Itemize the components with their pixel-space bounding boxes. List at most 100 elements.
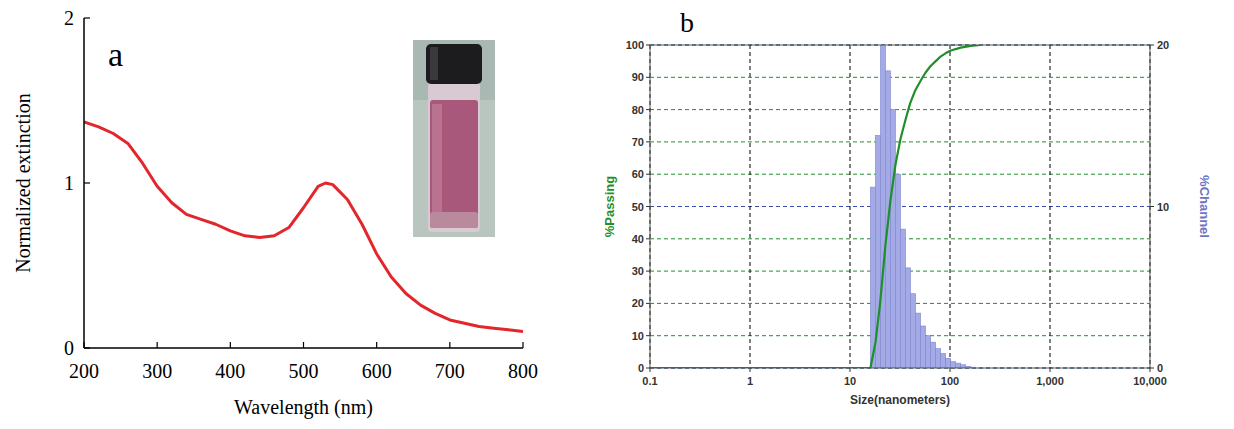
y-tick-label: 100: [626, 39, 644, 51]
histogram-bar: [941, 353, 946, 368]
x-tick-label: 1,000: [1036, 375, 1064, 387]
histogram-bar: [901, 229, 906, 368]
y-tick-label: 80: [632, 104, 644, 116]
y-axis-title: %Passing: [602, 176, 617, 237]
histogram-bar: [906, 268, 911, 368]
vial-glass: [428, 82, 480, 232]
y-tick: [646, 141, 650, 142]
y-tick-label: 0: [64, 337, 74, 359]
x-tick: [850, 368, 851, 372]
y-axis-title: Normalized extinction: [12, 93, 34, 272]
y2-axis-title: %Channel: [1197, 175, 1212, 238]
x-axis-title: Wavelength (nm): [234, 396, 373, 419]
y2-tick: [1150, 368, 1154, 369]
cumulative-line: [650, 45, 980, 368]
histogram-bar: [880, 45, 885, 368]
histogram-bar: [936, 349, 941, 368]
y-grid: [650, 109, 1150, 110]
photo-background: [413, 40, 495, 237]
histogram-bar: [911, 294, 916, 368]
y-tick: [84, 347, 90, 348]
y2-tick-label: 0: [1157, 362, 1163, 374]
y-tick-label: 40: [632, 233, 644, 245]
histogram-bar: [951, 362, 956, 368]
x-tick: [230, 342, 231, 348]
plot-data: [650, 45, 980, 368]
x-tick: [522, 342, 523, 348]
y2-tick-label: 20: [1157, 39, 1169, 51]
y-tick-label: 70: [632, 136, 644, 148]
y-tick: [646, 77, 650, 78]
y-tick: [646, 271, 650, 272]
x-tick: [950, 368, 951, 372]
inset-photo: [413, 40, 495, 237]
histogram-bar: [946, 358, 951, 368]
x-tick: [83, 342, 84, 348]
x-grid: [1050, 45, 1051, 368]
y-tick-label: 10: [632, 330, 644, 342]
y-tick: [646, 45, 650, 46]
histogram-bar: [956, 363, 961, 368]
y-tick: [646, 109, 650, 110]
y2-tick: [1150, 45, 1154, 46]
plot-background: [650, 45, 1150, 368]
vial-liquid: [430, 100, 478, 228]
x-tick-label: 10: [844, 375, 856, 387]
histogram-bar: [921, 326, 926, 368]
x-tick-label: 400: [215, 360, 245, 382]
x-tick-label: 1: [747, 375, 753, 387]
x-tick: [750, 368, 751, 372]
plot-data: [84, 122, 523, 332]
extinction-line: [84, 122, 523, 332]
y-tick: [84, 17, 90, 18]
panel-letter: b: [680, 7, 694, 38]
panel-b: 0.11101001,00010,00001020304050607080901…: [602, 7, 1212, 407]
x-grid: [950, 45, 951, 368]
x-tick: [449, 342, 450, 348]
y-tick-label: 30: [632, 265, 644, 277]
x-tick: [376, 342, 377, 348]
vial-bottom: [430, 212, 478, 228]
x-tick: [1150, 368, 1151, 372]
y-tick: [646, 206, 650, 207]
x-tick: [303, 342, 304, 348]
plot-frame: [650, 45, 1150, 368]
y-tick-label: 90: [632, 71, 644, 83]
y-tick: [646, 368, 650, 369]
x-grid: [750, 45, 751, 368]
y-tick-label: 20: [632, 297, 644, 309]
x-tick: [1050, 368, 1051, 372]
x-tick-label: 800: [508, 360, 538, 382]
y-tick: [84, 182, 90, 183]
y2-tick: [1150, 206, 1154, 207]
x-tick: [157, 342, 158, 348]
x-tick-label: 200: [69, 360, 99, 382]
vial-cap: [426, 44, 482, 84]
y-tick-label: 1: [64, 172, 74, 194]
vial-highlight: [432, 104, 442, 222]
y-tick-label: 50: [632, 201, 644, 213]
figure: 200300400500600700800012Wavelength (nm)N…: [0, 0, 1234, 429]
x-tick-label: 100: [941, 375, 959, 387]
y-tick: [646, 174, 650, 175]
x-tick-label: 700: [435, 360, 465, 382]
histogram-bar: [916, 313, 921, 368]
x-axis-title: Size(nanometers): [850, 393, 950, 407]
vial-cap-shine: [430, 47, 438, 80]
x-tick-label: 300: [142, 360, 172, 382]
x-grid: [850, 45, 851, 368]
histogram-bar: [931, 342, 936, 368]
y-grid: [650, 77, 1150, 78]
histogram-bar: [926, 336, 931, 368]
panel-letter: a: [108, 36, 123, 73]
histogram-bar: [890, 110, 895, 368]
histogram-bar: [895, 174, 900, 368]
x-tick-label: 10,000: [1133, 375, 1167, 387]
y-tick-label: 0: [638, 362, 644, 374]
y-tick-label: 60: [632, 168, 644, 180]
y-tick: [646, 335, 650, 336]
x-tick-label: 500: [289, 360, 319, 382]
y-tick: [646, 303, 650, 304]
y-tick-label: 2: [64, 7, 74, 29]
y-tick: [646, 238, 650, 239]
